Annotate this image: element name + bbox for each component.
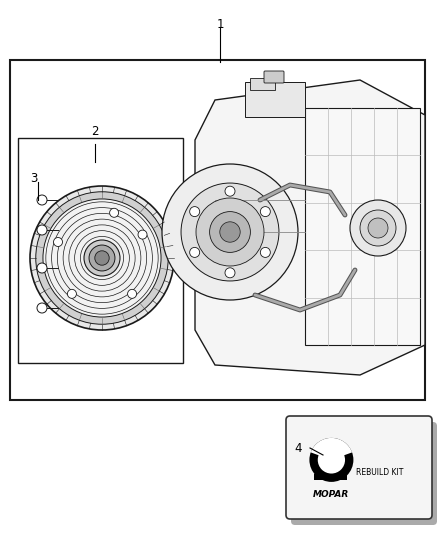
Circle shape [53, 238, 63, 246]
FancyBboxPatch shape [286, 416, 432, 519]
Circle shape [196, 198, 264, 266]
Circle shape [220, 222, 240, 242]
Circle shape [350, 200, 406, 256]
Circle shape [36, 192, 168, 324]
FancyBboxPatch shape [291, 422, 437, 525]
Circle shape [260, 207, 270, 216]
Polygon shape [195, 80, 425, 375]
Circle shape [360, 210, 396, 246]
Circle shape [67, 289, 76, 298]
FancyBboxPatch shape [264, 71, 284, 83]
Circle shape [95, 251, 109, 265]
Bar [18, 138, 183, 363]
Text: 3: 3 [30, 172, 37, 185]
Circle shape [225, 186, 235, 196]
Circle shape [37, 263, 47, 273]
Circle shape [225, 268, 235, 278]
Circle shape [127, 289, 137, 298]
Bar [314, 474, 323, 480]
Circle shape [162, 164, 298, 300]
Circle shape [190, 207, 200, 216]
Bar [339, 474, 347, 480]
Circle shape [30, 186, 174, 330]
Circle shape [309, 438, 353, 482]
Circle shape [37, 195, 47, 205]
Circle shape [138, 230, 147, 239]
Bar [245, 82, 305, 117]
Circle shape [37, 225, 47, 235]
Circle shape [368, 218, 388, 238]
Bar [250, 78, 275, 90]
Circle shape [89, 245, 115, 271]
Text: REBUILD KIT: REBUILD KIT [356, 468, 403, 477]
Text: 1: 1 [216, 18, 224, 31]
Circle shape [110, 208, 119, 217]
Text: MOPAR: MOPAR [313, 490, 350, 499]
Circle shape [260, 247, 270, 257]
Circle shape [210, 212, 251, 253]
Circle shape [181, 183, 279, 281]
Bar [10, 60, 425, 400]
Circle shape [318, 446, 345, 473]
Circle shape [37, 303, 47, 313]
Text: 2: 2 [91, 125, 99, 138]
Circle shape [84, 240, 120, 276]
Bar [305, 108, 420, 345]
Text: 4: 4 [294, 441, 302, 455]
Circle shape [43, 199, 161, 317]
Circle shape [190, 247, 200, 257]
Polygon shape [311, 438, 352, 460]
